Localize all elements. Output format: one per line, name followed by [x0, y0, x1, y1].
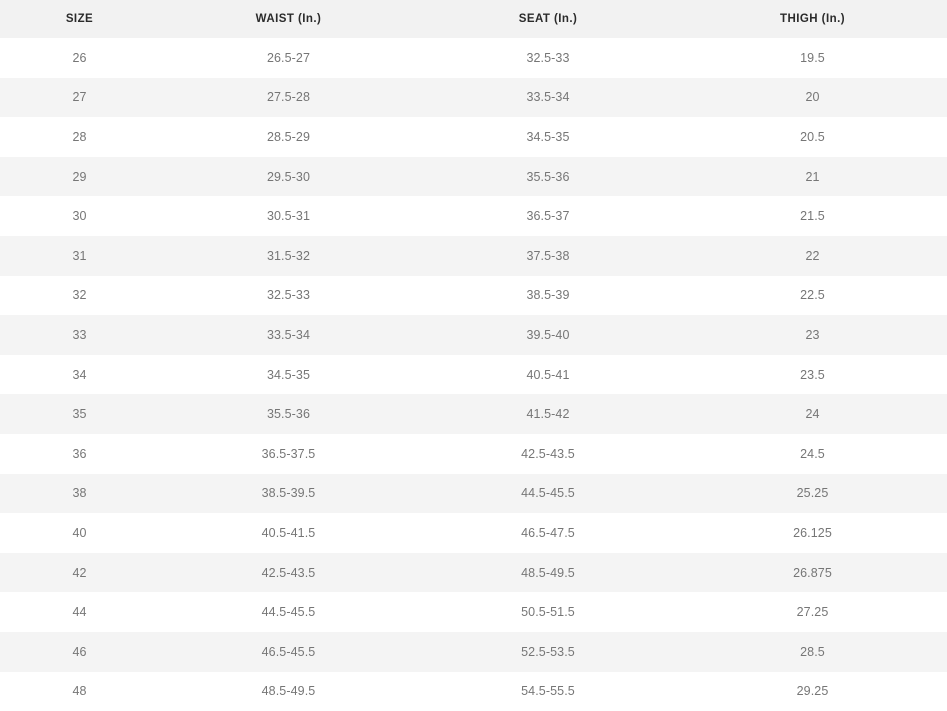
cell-waist: 42.5-43.5 [261, 565, 316, 580]
cell-size: 42 [72, 565, 87, 580]
cell-size: 31 [72, 248, 87, 263]
cell-thigh: 22.5 [800, 288, 825, 303]
table-row: 36 36.5-37.5 42.5-43.5 24.5 [0, 433, 947, 474]
cell-seat: 50.5-51.5 [521, 605, 575, 620]
table-row: 48 48.5-49.5 54.5-55.5 29.25 [0, 671, 947, 711]
table-row: 26 26.5-27 32.5-33 19.5 [0, 38, 947, 78]
cell-size: 27 [72, 90, 87, 105]
cell-seat: 35.5-36 [526, 169, 570, 184]
cell-size: 36 [72, 446, 87, 461]
cell-seat: 46.5-47.5 [521, 525, 575, 540]
cell-seat: 52.5-53.5 [521, 644, 575, 659]
table-row: 38 38.5-39.5 44.5-45.5 25.25 [0, 473, 947, 514]
cell-thigh: 29.25 [796, 684, 829, 699]
cell-waist: 34.5-35 [266, 367, 311, 382]
cell-seat: 42.5-43.5 [521, 446, 575, 461]
cell-thigh: 21.5 [800, 209, 825, 224]
cell-thigh: 23 [805, 327, 820, 342]
cell-size: 29 [72, 169, 87, 184]
cell-size: 34 [72, 367, 87, 382]
cell-waist: 36.5-37.5 [261, 446, 316, 461]
table-header: SIZE WAIST (In.) SEAT (In.) THIGH (In.) [0, 0, 947, 38]
cell-thigh: 19.5 [800, 50, 825, 65]
cell-waist: 32.5-33 [266, 288, 311, 303]
cell-seat: 38.5-39 [526, 288, 570, 303]
cell-seat: 36.5-37 [526, 209, 570, 224]
cell-thigh: 24.5 [800, 446, 825, 461]
cell-waist: 30.5-31 [266, 209, 311, 224]
column-header-thigh: THIGH (In.) [780, 13, 845, 25]
cell-seat: 32.5-33 [526, 50, 570, 65]
cell-thigh: 26.125 [793, 525, 832, 540]
cell-thigh: 26.875 [793, 565, 832, 580]
table-row: 33 33.5-34 39.5-40 23 [0, 315, 947, 355]
cell-waist: 48.5-49.5 [261, 684, 316, 699]
cell-size: 33 [72, 327, 87, 342]
cell-waist: 35.5-36 [266, 407, 311, 422]
table-row: 31 31.5-32 37.5-38 22 [0, 235, 947, 276]
cell-waist: 44.5-45.5 [261, 605, 316, 620]
table-row: 46 46.5-45.5 52.5-53.5 28.5 [0, 631, 947, 672]
column-header-size: SIZE [65, 13, 94, 25]
cell-thigh: 22 [805, 248, 820, 263]
cell-thigh: 23.5 [800, 367, 825, 382]
cell-seat: 34.5-35 [526, 129, 570, 144]
cell-waist: 33.5-34 [266, 327, 311, 342]
cell-seat: 40.5-41 [526, 367, 570, 382]
table-header-row: SIZE WAIST (In.) SEAT (In.) THIGH (In.) [0, 0, 947, 38]
cell-thigh: 25.25 [796, 486, 829, 501]
cell-seat: 37.5-38 [526, 248, 570, 263]
cell-waist: 40.5-41.5 [261, 525, 316, 540]
cell-waist: 38.5-39.5 [261, 486, 316, 501]
cell-thigh: 21 [805, 169, 820, 184]
cell-thigh: 27.25 [796, 605, 829, 620]
cell-seat: 44.5-45.5 [521, 486, 575, 501]
cell-size: 46 [72, 644, 87, 659]
table-row: 44 44.5-45.5 50.5-51.5 27.25 [0, 592, 947, 632]
cell-size: 48 [72, 684, 87, 699]
cell-seat: 39.5-40 [526, 327, 570, 342]
cell-size: 26 [72, 50, 87, 65]
table-row: 30 30.5-31 36.5-37 21.5 [0, 196, 947, 236]
cell-seat: 48.5-49.5 [521, 565, 575, 580]
cell-waist: 31.5-32 [266, 248, 311, 263]
cell-seat: 41.5-42 [526, 407, 570, 422]
column-header-seat: SEAT (In.) [518, 13, 578, 25]
table-row: 34 34.5-35 40.5-41 23.5 [0, 354, 947, 395]
cell-waist: 26.5-27 [266, 50, 311, 65]
cell-thigh: 28.5 [800, 644, 825, 659]
cell-size: 40 [72, 525, 87, 540]
cell-size: 35 [72, 407, 87, 422]
cell-waist: 46.5-45.5 [261, 644, 316, 659]
cell-size: 30 [72, 209, 87, 224]
column-header-waist: WAIST (In.) [255, 13, 322, 25]
cell-waist: 29.5-30 [266, 169, 311, 184]
table-body: 26 26.5-27 32.5-33 19.5 27 27.5-28 33.5-34 20 28… [0, 38, 947, 711]
table-row: 40 40.5-41.5 46.5-47.5 26.125 [0, 513, 947, 553]
cell-seat: 54.5-55.5 [521, 684, 575, 699]
cell-waist: 28.5-29 [266, 129, 311, 144]
cell-thigh: 20.5 [800, 129, 825, 144]
table-row: 29 29.5-30 35.5-36 21 [0, 156, 947, 197]
cell-seat: 33.5-34 [526, 90, 570, 105]
cell-size: 32 [72, 288, 87, 303]
cell-thigh: 24 [805, 407, 820, 422]
cell-size: 28 [72, 129, 87, 144]
cell-size: 44 [72, 605, 87, 620]
table-row: 32 32.5-33 38.5-39 22.5 [0, 275, 947, 316]
cell-thigh: 20 [805, 90, 820, 105]
table-row: 28 28.5-29 34.5-35 20.5 [0, 117, 947, 157]
table-row: 27 27.5-28 33.5-34 20 [0, 77, 947, 118]
cell-waist: 27.5-28 [266, 90, 311, 105]
cell-size: 38 [72, 486, 87, 501]
table-row: 42 42.5-43.5 48.5-49.5 26.875 [0, 552, 947, 593]
table-row: 35 35.5-36 41.5-42 24 [0, 394, 947, 434]
